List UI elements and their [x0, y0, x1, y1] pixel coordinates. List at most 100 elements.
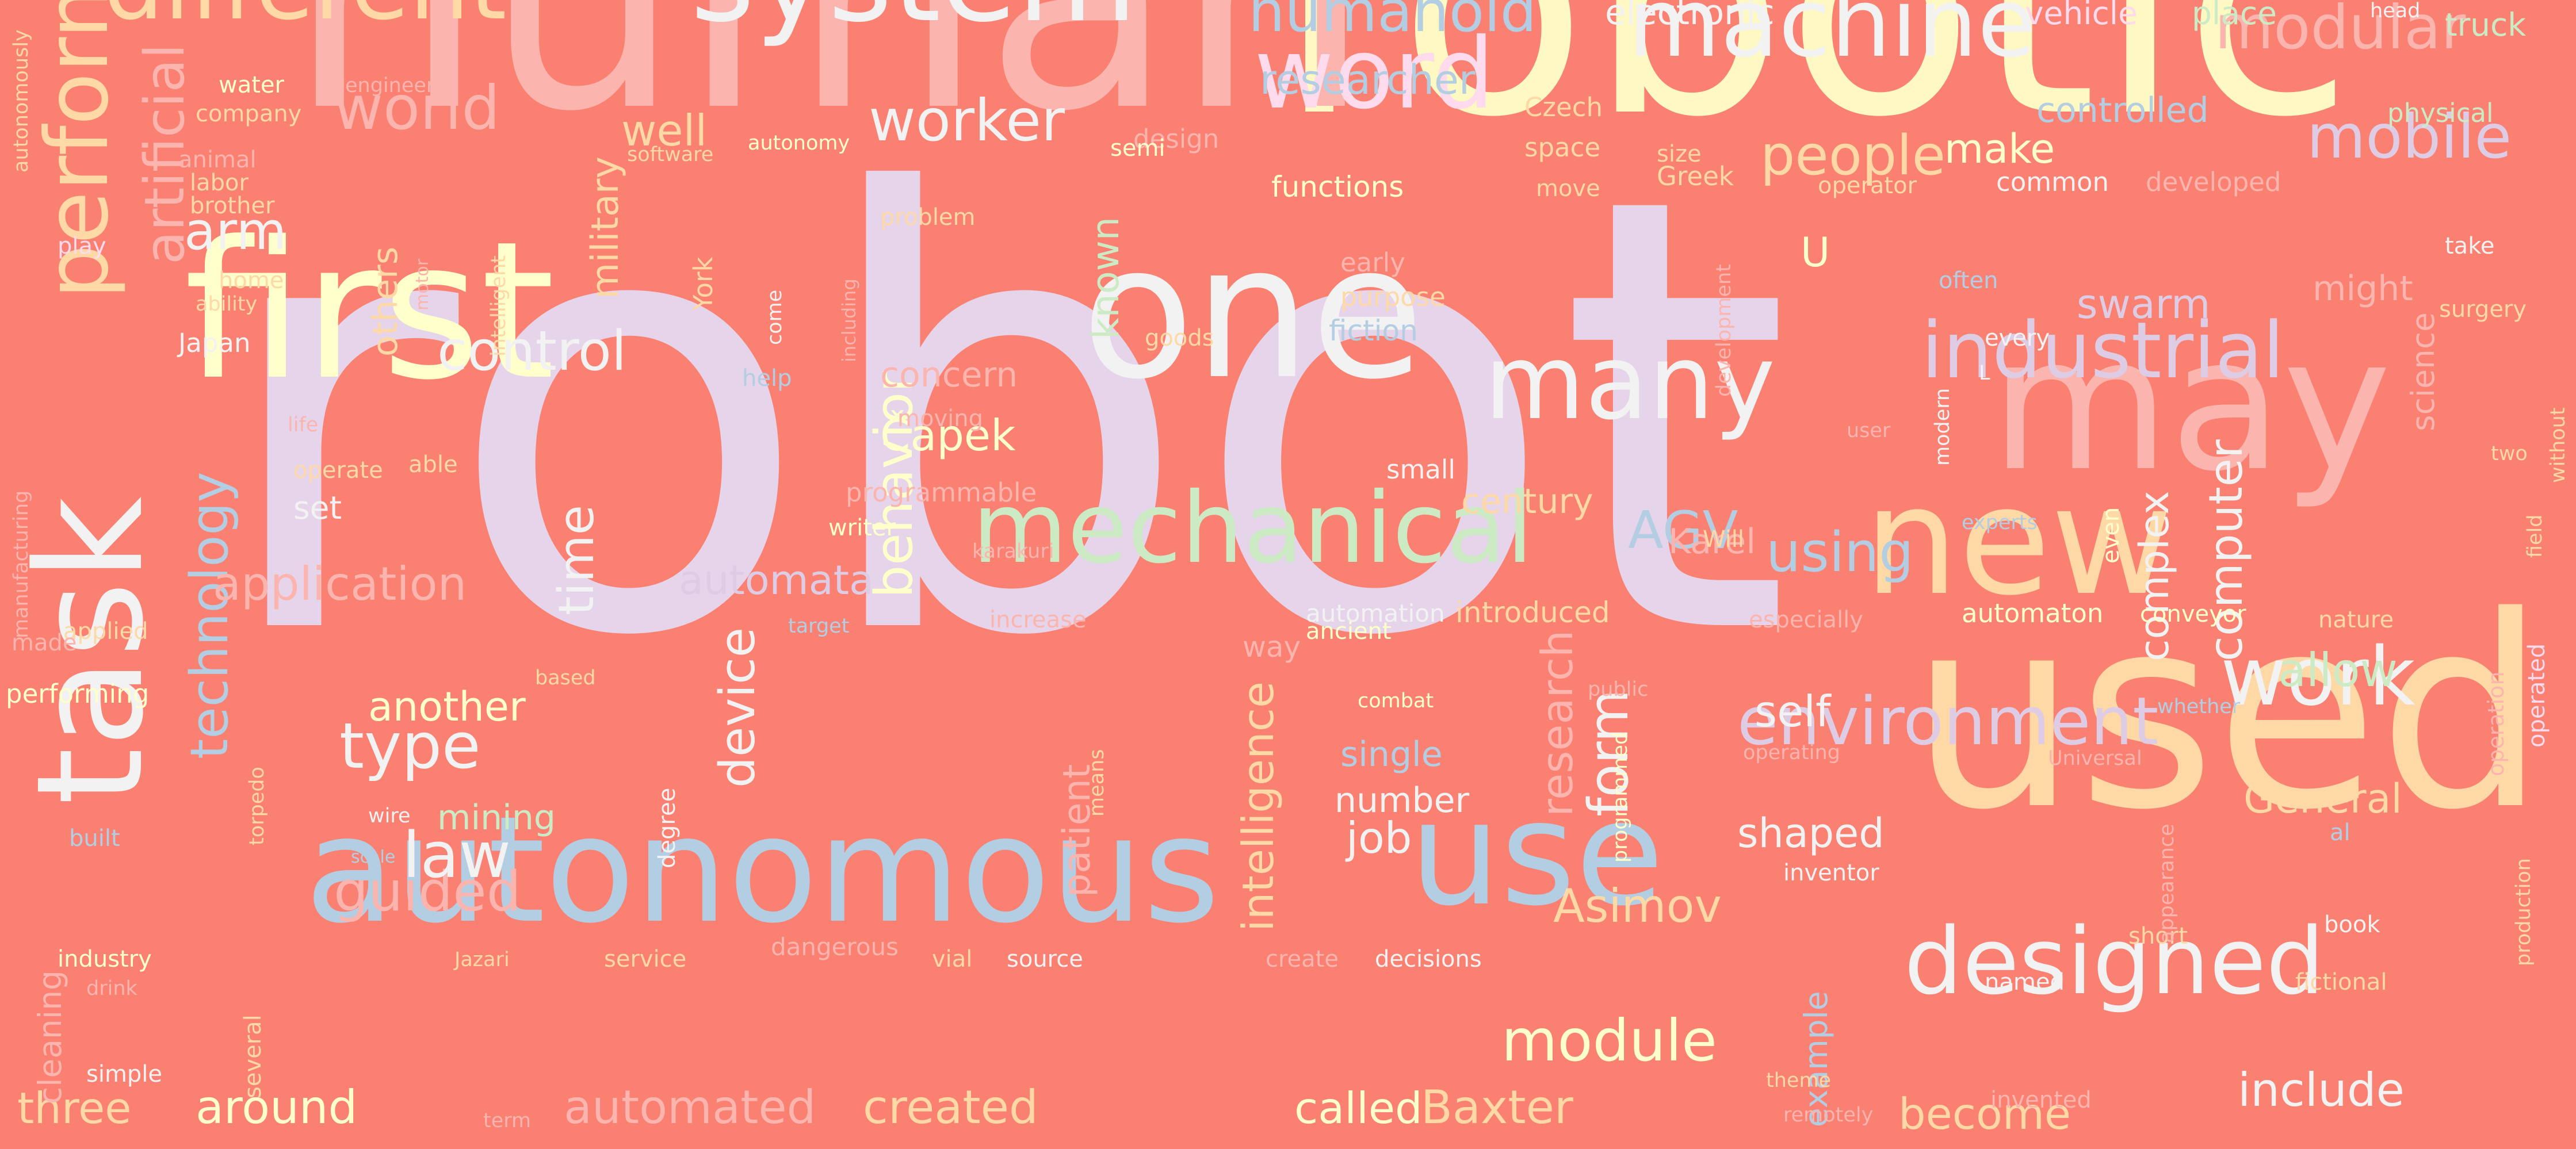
- cloud-word: inventor: [1783, 860, 1879, 886]
- cloud-word: modern: [1931, 388, 1954, 466]
- cloud-word: work: [2220, 630, 2416, 724]
- cloud-word: semi: [1110, 135, 1165, 162]
- cloud-word: York: [688, 256, 718, 311]
- cloud-word: goods: [1145, 325, 1214, 351]
- cloud-word: worker: [869, 87, 1065, 154]
- cloud-word: designed: [1904, 907, 2325, 1015]
- cloud-word: torpedo: [246, 767, 269, 845]
- cloud-word: life: [288, 413, 319, 436]
- cloud-word: drink: [86, 977, 137, 1000]
- cloud-word: operate: [293, 457, 383, 484]
- cloud-word: often: [1939, 267, 1998, 294]
- cloud-word: appearance: [2155, 824, 2178, 943]
- cloud-word: two: [2491, 442, 2528, 465]
- cloud-word: surgery: [2439, 296, 2527, 323]
- cloud-word: control: [437, 320, 627, 383]
- cloud-word: development: [1713, 264, 1736, 397]
- cloud-word: swarm: [2077, 281, 2211, 328]
- cloud-word: small: [1386, 454, 1455, 485]
- cloud-word: brother: [190, 193, 275, 219]
- cloud-word: programmed: [1609, 731, 1632, 863]
- cloud-word: humanoid: [1248, 0, 1537, 45]
- cloud-word: early: [1340, 247, 1405, 278]
- cloud-word: number: [1335, 780, 1470, 821]
- cloud-word: robotic: [1277, 0, 2355, 185]
- cloud-word: named: [1985, 969, 2065, 995]
- cloud-word: Baxter: [1421, 1081, 1573, 1134]
- cloud-word: human: [288, 0, 1371, 154]
- cloud-word: L: [1979, 362, 1990, 385]
- cloud-word: conveyor: [2140, 601, 2246, 627]
- cloud-word: mechanical: [972, 472, 1534, 585]
- cloud-word: mining: [437, 798, 556, 838]
- cloud-word: Greek: [1657, 161, 1734, 192]
- cloud-word: military: [584, 156, 627, 299]
- cloud-word: Universal: [2048, 747, 2142, 770]
- cloud-word: experts: [1962, 511, 2038, 534]
- cloud-word: machine: [1628, 0, 2036, 78]
- cloud-word: first: [184, 201, 555, 422]
- cloud-word: engineer: [345, 74, 435, 97]
- cloud-word: every: [1985, 325, 2050, 351]
- cloud-word: another: [368, 683, 526, 730]
- cloud-word: writer: [828, 515, 896, 541]
- cloud-word: make: [1944, 125, 2055, 173]
- cloud-word: called: [1294, 1083, 1423, 1133]
- cloud-word: take: [2445, 233, 2495, 259]
- cloud-word: user: [1847, 419, 1891, 442]
- cloud-word: come: [763, 289, 786, 345]
- cloud-word: animal: [178, 147, 257, 173]
- cloud-word: built: [69, 825, 120, 852]
- cloud-word: service: [604, 946, 687, 972]
- cloud-word: type: [339, 709, 481, 783]
- cloud-word: made: [12, 630, 77, 656]
- cloud-word: production: [2512, 858, 2535, 966]
- cloud-word: industrial: [1921, 305, 2284, 396]
- cloud-word: word: [1254, 17, 1495, 131]
- cloud-word: place: [2192, 0, 2277, 32]
- cloud-word: intelligent: [487, 255, 510, 357]
- cloud-word: known: [1084, 217, 1128, 339]
- cloud-word: automata: [679, 557, 874, 604]
- cloud-word: invented: [1990, 1087, 2092, 1113]
- cloud-word: water: [219, 72, 284, 98]
- cloud-word: decisions: [1375, 946, 1482, 972]
- cloud-word: General: [2244, 775, 2402, 822]
- cloud-word: able: [408, 451, 458, 478]
- cloud-word: karakuri: [972, 540, 1054, 563]
- cloud-word: physical: [2387, 98, 2494, 128]
- cloud-word: several: [240, 1014, 266, 1098]
- cloud-word: Jazari: [454, 948, 510, 971]
- cloud-word: system: [690, 0, 1137, 39]
- cloud-word: time: [548, 504, 605, 615]
- cloud-word: including: [838, 278, 860, 362]
- cloud-word: combat: [1358, 690, 1434, 713]
- cloud-word: head: [2370, 0, 2421, 22]
- cloud-word: may: [1990, 298, 2392, 512]
- cloud-word: allow: [2278, 644, 2398, 697]
- cloud-word: might: [2313, 269, 2413, 309]
- cloud-word: applied: [63, 618, 148, 645]
- cloud-word: mobile: [2307, 102, 2512, 172]
- cloud-word: home: [219, 267, 284, 294]
- cloud-word: law: [403, 818, 511, 892]
- cloud-word: term: [483, 1109, 532, 1132]
- cloud-word: set: [293, 489, 342, 526]
- cloud-word: self: [1755, 686, 1831, 737]
- cloud-word: arm: [184, 201, 287, 262]
- cloud-word: concern: [880, 355, 1018, 395]
- cloud-word: one: [1081, 206, 1424, 420]
- cloud-word: problem: [880, 204, 976, 231]
- cloud-word: AGV: [1628, 500, 1738, 561]
- cloud-word: performing: [6, 679, 150, 709]
- cloud-word: developed: [2146, 167, 2281, 197]
- cloud-word: autonomously: [10, 29, 33, 173]
- cloud-word: wire: [368, 805, 411, 828]
- cloud-word: century: [1461, 481, 1593, 522]
- cloud-word: others: [365, 246, 406, 357]
- cloud-word: use: [1409, 770, 1664, 937]
- cloud-word: environment: [1737, 683, 2159, 760]
- cloud-word: design: [1133, 124, 1220, 154]
- cloud-word: fictional: [2295, 969, 2387, 995]
